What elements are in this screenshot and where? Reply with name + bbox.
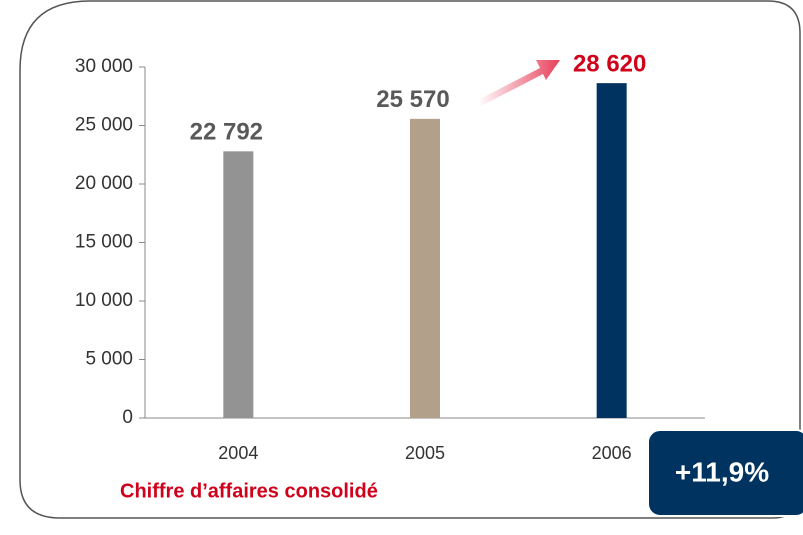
value-label: 22 792 (190, 119, 263, 146)
x-tick-label: 2006 (592, 443, 632, 463)
chart-title: Chiffre d’affaires consolidé (120, 480, 378, 502)
bar (596, 83, 627, 419)
x-tick-label: 2005 (405, 443, 445, 463)
value-label: 25 570 (376, 86, 449, 113)
y-tick-label: 5 000 (85, 349, 133, 370)
x-tick-label: 2004 (218, 443, 258, 463)
y-tick-label: 20 000 (75, 173, 133, 194)
bar (223, 151, 254, 418)
y-tick-label: 30 000 (75, 56, 133, 77)
value-label: 28 620 (573, 50, 646, 77)
bar (410, 118, 440, 419)
y-tick-label: 10 000 (75, 290, 133, 311)
growth-value: +11,9% (675, 456, 769, 487)
y-tick-label: 15 000 (75, 232, 133, 253)
y-tick-label: 0 (122, 407, 133, 428)
growth-badge (647, 429, 803, 517)
y-tick-label: 25 000 (75, 115, 133, 136)
growth-arrow (478, 60, 560, 106)
